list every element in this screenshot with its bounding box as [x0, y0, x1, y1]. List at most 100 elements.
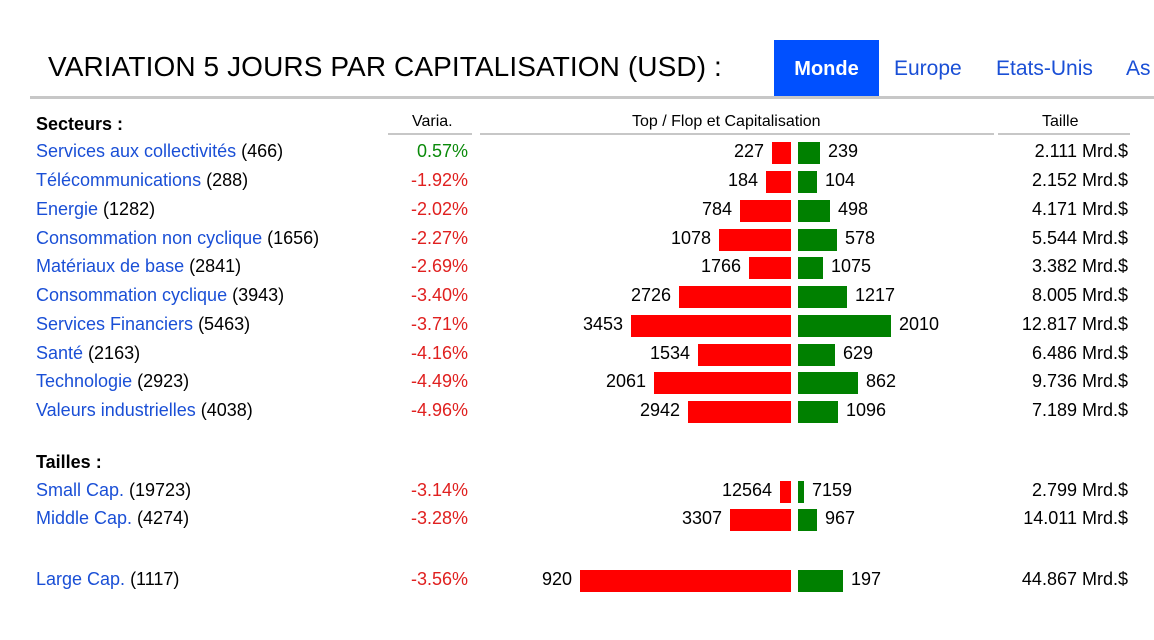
size-name[interactable]: Middle Cap. (4274) — [36, 508, 189, 529]
tab-asie[interactable]: As — [1126, 57, 1151, 80]
sizes-title: Tailles : — [36, 452, 102, 472]
sector-name[interactable]: Valeurs industrielles (4038) — [36, 400, 253, 421]
variation-column-header: Varia. — [412, 113, 453, 130]
size-count: (1117) — [125, 569, 180, 589]
sector-top-count: 2010 — [899, 314, 940, 334]
sector-flop-bar — [631, 315, 791, 337]
sector-link[interactable]: Consommation cyclique — [36, 285, 228, 305]
sector-link[interactable]: Matériaux de base — [36, 256, 185, 276]
sector-link[interactable]: Consommation non cyclique — [36, 228, 263, 248]
sector-count: (4038) — [195, 400, 253, 420]
sector-size: 5.544 Mrd.$ — [1031, 228, 1128, 248]
sector-size: 7.189 Mrd.$ — [1031, 400, 1128, 420]
sector-variation: -4.16% — [410, 343, 468, 363]
sector-count: (1282) — [98, 199, 156, 219]
sector-size: 6.486 Mrd.$ — [1031, 343, 1128, 363]
sector-flop-bar — [719, 229, 791, 251]
size-top-bar — [798, 570, 843, 592]
sector-name[interactable]: Matériaux de base (2841) — [36, 256, 241, 277]
sector-name[interactable]: Services Financiers (5463) — [36, 314, 250, 335]
header: VARIATION 5 JOURS PAR CAPITALISATION (US… — [0, 40, 1154, 98]
sector-name[interactable]: Energie (1282) — [36, 199, 155, 220]
size-flop-bar — [580, 570, 791, 592]
sector-link[interactable]: Services Financiers — [36, 314, 194, 334]
sector-name[interactable]: Consommation cyclique (3943) — [36, 285, 284, 306]
sector-name[interactable]: Services aux collectivités (466) — [36, 141, 283, 162]
sector-top-bar — [798, 257, 823, 279]
sector-name[interactable]: Technologie (2923) — [36, 371, 189, 392]
sector-flop-count: 184 — [727, 170, 758, 190]
size-column-line — [998, 133, 1130, 135]
sector-name[interactable]: Télécommunications (288) — [36, 170, 248, 191]
sector-flop-count: 1078 — [670, 228, 711, 248]
sector-row: Services aux collectivités (466) 0.57% 227… — [0, 139, 1154, 168]
sector-row: Services Financiers (5463) -3.71% 3453 2010… — [0, 312, 1154, 341]
header-divider — [30, 96, 1154, 99]
sector-flop-bar — [679, 286, 791, 308]
sector-top-bar — [798, 142, 820, 164]
size-flop-count: 920 — [541, 569, 572, 589]
sectors-title: Secteurs : — [36, 114, 124, 134]
sector-link[interactable]: Energie — [36, 199, 99, 219]
sector-size: 4.171 Mrd.$ — [1031, 199, 1128, 219]
sector-link[interactable]: Télécommunications — [36, 170, 202, 190]
sector-flop-bar — [749, 257, 791, 279]
sector-count: (2163) — [83, 343, 141, 363]
sector-link[interactable]: Santé — [36, 343, 84, 363]
size-size: 2.799 Mrd.$ — [1031, 480, 1128, 500]
tab-etats-unis[interactable]: Etats-Unis — [996, 57, 1093, 80]
page-title: VARIATION 5 JOURS PAR CAPITALISATION (US… — [48, 51, 722, 82]
sector-count: (288) — [201, 170, 249, 190]
sector-size: 2.111 Mrd.$ — [1034, 141, 1128, 161]
size-link[interactable]: Small Cap. — [36, 480, 125, 500]
sector-row: Consommation non cyclique (1656) -2.27% 10… — [0, 226, 1154, 255]
size-flop-count: 3307 — [681, 508, 722, 528]
sector-row: Santé (2163) -4.16% 1534 629 6.486 Mrd.$ — [0, 341, 1154, 370]
sector-size: 2.152 Mrd.$ — [1031, 170, 1128, 190]
sector-flop-bar — [772, 142, 791, 164]
sector-link[interactable]: Services aux collectivités — [36, 141, 237, 161]
sector-size: 12.817 Mrd.$ — [1021, 314, 1128, 334]
sector-variation: -3.40% — [410, 285, 468, 305]
size-row: Large Cap. (1117) -3.56% 920 197 44.867 Mrd.… — [0, 567, 1154, 596]
sector-flop-count: 1766 — [700, 256, 741, 276]
size-top-count: 197 — [851, 569, 882, 589]
sector-name[interactable]: Santé (2163) — [36, 343, 140, 364]
size-link[interactable]: Large Cap. — [36, 569, 126, 589]
sector-variation: -3.71% — [410, 314, 468, 334]
sector-row: Valeurs industrielles (4038) -4.96% 2942 10… — [0, 398, 1154, 427]
sector-count: (3943) — [227, 285, 285, 305]
size-flop-count: 12564 — [721, 480, 772, 500]
sector-top-bar — [798, 286, 847, 308]
size-link[interactable]: Middle Cap. — [36, 508, 133, 528]
tab-europe[interactable]: Europe — [894, 57, 962, 80]
sector-variation: -2.02% — [410, 199, 468, 219]
size-count: (19723) — [124, 480, 192, 500]
size-top-count: 967 — [825, 508, 856, 528]
size-name[interactable]: Large Cap. (1117) — [36, 569, 179, 590]
sector-flop-bar — [766, 171, 791, 193]
sector-top-count: 578 — [845, 228, 876, 248]
sector-variation: -1.92% — [410, 170, 468, 190]
sector-row: Technologie (2923) -4.49% 2061 862 9.736 Mrd… — [0, 369, 1154, 398]
size-name[interactable]: Small Cap. (19723) — [36, 480, 191, 501]
size-flop-bar — [780, 481, 791, 503]
sector-top-count: 239 — [828, 141, 859, 161]
sector-row: Energie (1282) -2.02% 784 498 4.171 Mrd.$ — [0, 197, 1154, 226]
sector-link[interactable]: Valeurs industrielles — [36, 400, 196, 420]
sector-link[interactable]: Technologie — [36, 371, 133, 391]
sector-flop-count: 2942 — [639, 400, 680, 420]
size-row: Small Cap. (19723) -3.14% 12564 7159 2.799 M… — [0, 478, 1154, 507]
sector-variation: -4.49% — [410, 371, 468, 391]
sector-flop-bar — [654, 372, 791, 394]
size-size: 44.867 Mrd.$ — [1021, 569, 1128, 589]
tab-monde[interactable]: Monde — [774, 40, 879, 98]
size-column-header: Taille — [1042, 113, 1079, 130]
sector-flop-count: 1534 — [649, 343, 690, 363]
sector-top-count: 104 — [825, 170, 856, 190]
sector-count: (466) — [236, 141, 284, 161]
size-flop-bar — [730, 509, 791, 531]
sector-variation: -4.96% — [410, 400, 468, 420]
size-top-count: 7159 — [812, 480, 853, 500]
sector-name[interactable]: Consommation non cyclique (1656) — [36, 228, 319, 249]
